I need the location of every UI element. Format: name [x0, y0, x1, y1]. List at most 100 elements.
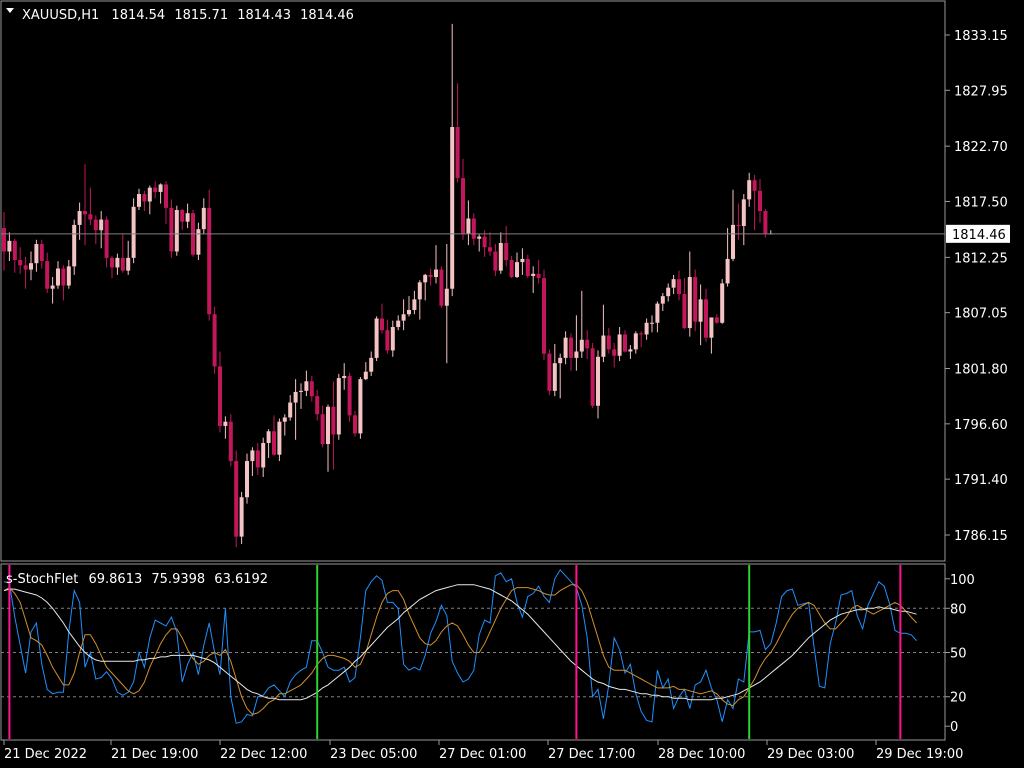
candle-body	[174, 210, 179, 252]
candle-body	[660, 296, 665, 304]
candle-body	[747, 180, 752, 200]
candle-body	[471, 218, 476, 239]
candle-body	[763, 211, 768, 234]
candle-body	[342, 375, 347, 379]
indicator-value-3: 63.6192	[214, 572, 268, 587]
candle-body	[623, 334, 627, 352]
candle-body	[714, 317, 719, 323]
candle-body	[515, 262, 519, 278]
open-value: 1814.54	[111, 8, 165, 23]
candle-body	[633, 333, 638, 350]
candle-body	[266, 431, 271, 443]
candle-body	[77, 211, 82, 225]
candle-body	[493, 251, 498, 271]
time-tick-label: 22 Dec 12:00	[220, 747, 307, 762]
candle-body	[461, 178, 465, 234]
time-axis: 21 Dec 2022 21 Dec 19:00 22 Dec 12:00 23 De…	[1, 739, 963, 762]
candle-body	[466, 218, 471, 234]
candle-body	[196, 229, 201, 255]
indicator-signal-lines	[8, 565, 902, 739]
candle-body	[498, 242, 503, 271]
candle-body	[56, 268, 60, 286]
candle-body	[218, 366, 222, 426]
candle-body	[72, 224, 77, 267]
candle-body	[482, 236, 487, 248]
current-price-box	[946, 224, 1010, 243]
candle-body	[639, 333, 644, 335]
price-tick-label: 1827.95	[954, 84, 1008, 99]
candle-body	[153, 187, 158, 192]
price-tick-label: 1833.15	[954, 29, 1008, 44]
candle-body	[552, 363, 557, 391]
candle-body	[450, 127, 455, 289]
current-price-tag: 1814.46	[946, 224, 1010, 243]
candle-body	[272, 431, 276, 455]
price-tick-label: 1796.60	[954, 418, 1008, 433]
candle-body	[601, 335, 606, 357]
candle-body	[66, 266, 71, 286]
candle-body	[185, 213, 190, 222]
candle-body	[250, 450, 255, 462]
candles-layer	[2, 23, 773, 548]
candle-body	[439, 269, 444, 306]
candle-body	[142, 194, 147, 202]
candle-body	[488, 247, 492, 252]
candle-body	[18, 260, 23, 266]
candle-body	[293, 391, 298, 403]
candle-body	[709, 317, 714, 338]
candle-body	[88, 214, 93, 220]
candle-body	[315, 396, 320, 415]
price-tick-label: 1791.40	[954, 473, 1008, 488]
price-pane-border	[0, 0, 946, 562]
candle-body	[752, 180, 757, 191]
candle-body	[677, 279, 681, 295]
candle-body	[234, 461, 239, 537]
candle-body	[687, 277, 692, 329]
dropdown-triangle-icon[interactable]	[6, 8, 14, 13]
candle-body	[34, 244, 39, 264]
candle-body	[579, 339, 584, 352]
candle-body	[7, 240, 12, 252]
candle-body	[401, 314, 406, 321]
candle-body	[477, 236, 482, 239]
candle-body	[261, 442, 266, 468]
candle-body	[223, 421, 228, 426]
svg-text:XAUUSD,H1 1814.54: XAUUSD,H1 1814.54 1815.71 1814.43 1814.4…	[22, 8, 354, 23]
candle-body	[239, 497, 244, 537]
candle-body	[407, 310, 411, 315]
candle-body	[536, 273, 541, 279]
low-value: 1814.43	[237, 8, 291, 23]
time-tick-label: 21 Dec 2022	[4, 747, 87, 762]
indicator-pane[interactable]	[0, 563, 946, 741]
indicator-series-layer	[3, 569, 917, 724]
candle-body	[547, 353, 552, 391]
indicator-tick-label: 80	[950, 602, 967, 617]
candle-body	[434, 269, 438, 278]
candle-body	[326, 406, 330, 445]
current-price-label: 1814.46	[952, 228, 1006, 243]
price-tick-label: 1807.05	[954, 307, 1008, 322]
candle-body	[606, 335, 611, 350]
price-pane[interactable]	[0, 0, 946, 562]
symbol-header: XAUUSD,H1 1814.54 1815.71 1814.43 1814.4…	[6, 8, 354, 23]
candle-body	[417, 282, 422, 300]
candle-body	[169, 207, 174, 252]
candle-body	[115, 257, 120, 268]
candle-body	[574, 351, 579, 358]
time-tick-label: 27 Dec 17:00	[548, 747, 635, 762]
price-axis: 1833.15 1827.95 1822.70 1817.50 1812.25 1807.…	[945, 29, 1008, 544]
candle-body	[207, 207, 212, 315]
candle-body	[666, 287, 671, 297]
stoch-fast-line	[3, 569, 917, 724]
candle-body	[212, 314, 217, 367]
candle-body	[50, 285, 55, 289]
candle-body	[137, 194, 141, 207]
time-tick-label: 23 Dec 05:00	[330, 747, 417, 762]
candle-body	[93, 219, 98, 231]
candle-body	[201, 207, 206, 230]
candle-body	[412, 299, 417, 310]
candle-body	[725, 258, 730, 284]
candle-body	[612, 349, 617, 356]
candle-body	[320, 414, 325, 445]
